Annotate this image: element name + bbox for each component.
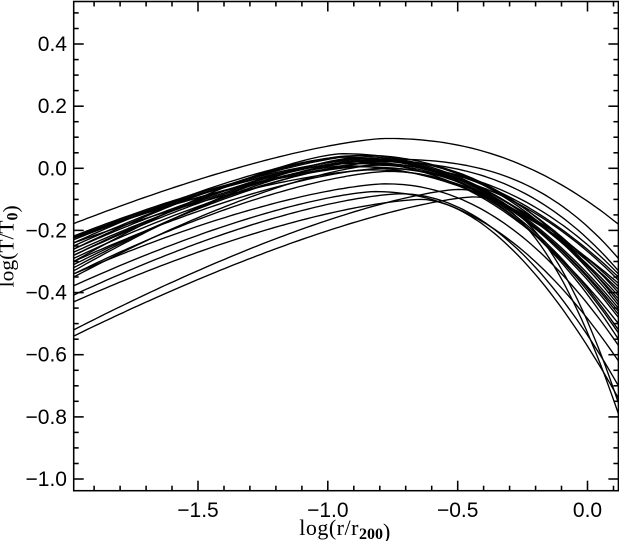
- svg-text:0.0: 0.0: [573, 499, 602, 522]
- svg-text:0.0: 0.0: [38, 157, 67, 180]
- svg-text:log(T/T0): log(T/T0): [0, 205, 23, 287]
- svg-text:0.2: 0.2: [38, 95, 67, 118]
- svg-text:0.4: 0.4: [38, 33, 68, 56]
- svg-text:−1.0: −1.0: [307, 499, 348, 522]
- svg-text:−0.6: −0.6: [26, 344, 67, 367]
- svg-text:−0.8: −0.8: [26, 406, 67, 429]
- svg-text:−1.5: −1.5: [177, 499, 218, 522]
- svg-text:−0.2: −0.2: [26, 219, 67, 242]
- svg-text:−0.4: −0.4: [26, 282, 68, 305]
- svg-text:−0.5: −0.5: [437, 499, 478, 522]
- svg-text:−1.0: −1.0: [26, 468, 67, 491]
